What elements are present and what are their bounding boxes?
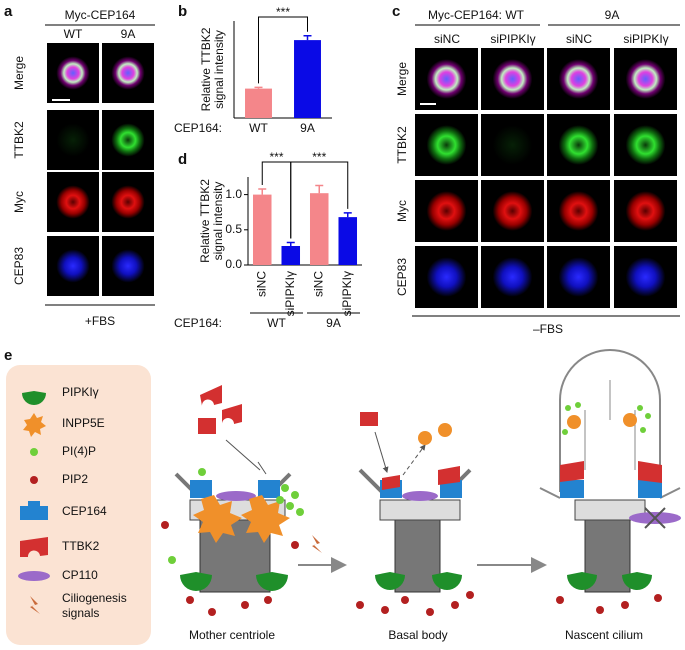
x-axis-label: CEP164: xyxy=(174,316,222,330)
row-label: CEP83 xyxy=(395,258,409,296)
signal xyxy=(426,191,467,231)
row-label: Merge xyxy=(12,56,26,90)
stage-label: Basal body xyxy=(388,628,447,642)
row-label: TTBK2 xyxy=(395,126,409,164)
legend-label: PIP2 xyxy=(62,472,88,486)
sig-label: *** xyxy=(276,5,290,19)
legend-label: TTBK2 xyxy=(62,539,100,553)
stage-label: Mother centriole xyxy=(189,628,275,642)
row-label: Myc xyxy=(12,191,26,213)
y-tick-label: 1.0 xyxy=(225,187,242,201)
bar xyxy=(252,194,272,265)
signal xyxy=(625,59,666,99)
signal xyxy=(558,125,599,165)
y-axis-label: Relative TTBK2 xyxy=(198,179,212,263)
signal xyxy=(492,59,533,99)
error-bar xyxy=(258,188,267,195)
legend-label: Ciliogenesis signals xyxy=(62,591,127,620)
label: siPIPKIγ xyxy=(490,32,535,46)
signal xyxy=(56,56,90,90)
error-bar xyxy=(303,34,312,41)
panel-label: d xyxy=(178,151,187,168)
row-label: Merge xyxy=(395,62,409,96)
x-tick-label: siNC xyxy=(254,271,268,297)
signal xyxy=(111,56,145,90)
y-axis-label: Relative TTBK2 xyxy=(199,27,213,111)
bar xyxy=(338,217,358,265)
legend-label: PIPKIγ xyxy=(62,385,99,399)
y-axis-label: signal intensity xyxy=(212,30,226,109)
row-label: TTBK2 xyxy=(12,121,26,159)
sig-label: *** xyxy=(269,150,283,164)
signal xyxy=(492,125,533,165)
x-tick-label: 9A xyxy=(300,121,315,135)
bar xyxy=(281,245,301,265)
panel-label: a xyxy=(4,3,13,20)
signal xyxy=(558,257,599,297)
label: siNC xyxy=(434,32,460,46)
signal xyxy=(56,185,90,219)
legend-label: CEP164 xyxy=(62,504,107,518)
signal xyxy=(625,257,666,297)
group-label: 9A xyxy=(326,316,341,330)
signal xyxy=(625,125,666,165)
label: 9A xyxy=(121,27,136,41)
signal xyxy=(625,191,666,231)
signal xyxy=(56,249,90,283)
signal xyxy=(111,123,145,157)
signal xyxy=(426,125,467,165)
error-bar xyxy=(254,86,263,89)
x-tick-label: siPIPKIγ xyxy=(340,271,354,316)
row-label: Myc xyxy=(395,200,409,222)
label: siNC xyxy=(566,32,592,46)
label: WT xyxy=(64,27,83,41)
signal xyxy=(56,123,90,157)
error-bar xyxy=(343,212,352,218)
sig-label: *** xyxy=(312,150,326,164)
signal xyxy=(111,249,145,283)
legend-label: CP110 xyxy=(62,568,98,582)
group-label: WT xyxy=(267,316,286,330)
signal xyxy=(426,257,467,297)
signal xyxy=(426,59,467,99)
label: –FBS xyxy=(533,322,563,336)
signal xyxy=(111,185,145,219)
legend-icons xyxy=(18,391,50,614)
panel-label: b xyxy=(178,3,187,20)
x-tick-label: siPIPKIγ xyxy=(283,271,297,316)
bar xyxy=(309,193,329,265)
label: Myc-CEP164: WT xyxy=(428,8,525,22)
label: siPIPKIγ xyxy=(623,32,668,46)
bar xyxy=(245,88,272,118)
y-tick-label: 0.5 xyxy=(225,222,242,236)
y-tick-label: 0.0 xyxy=(225,257,242,271)
legend-label: PI(4)P xyxy=(62,444,96,458)
y-axis-label: signal intensity xyxy=(211,182,225,261)
signal xyxy=(558,191,599,231)
legend-label: INPP5E xyxy=(62,416,105,430)
signal xyxy=(558,59,599,99)
x-tick-label: WT xyxy=(249,121,268,135)
error-bar xyxy=(286,241,295,246)
signal xyxy=(492,191,533,231)
sig-bracket xyxy=(290,161,349,239)
sig-bracket xyxy=(258,16,308,84)
row-label: CEP83 xyxy=(12,247,26,285)
label: 9A xyxy=(605,8,620,22)
bar xyxy=(294,40,321,118)
x-axis-label: CEP164: xyxy=(174,121,222,135)
signal xyxy=(492,257,533,297)
stage-label: Nascent cilium xyxy=(565,628,643,642)
panel-label: c xyxy=(392,3,400,20)
label: Myc-CEP164 xyxy=(65,8,136,22)
label: +FBS xyxy=(85,314,115,328)
panel-label: e xyxy=(4,347,12,364)
diagram xyxy=(161,349,681,616)
error-bar xyxy=(315,184,324,194)
x-tick-label: siNC xyxy=(311,271,325,297)
